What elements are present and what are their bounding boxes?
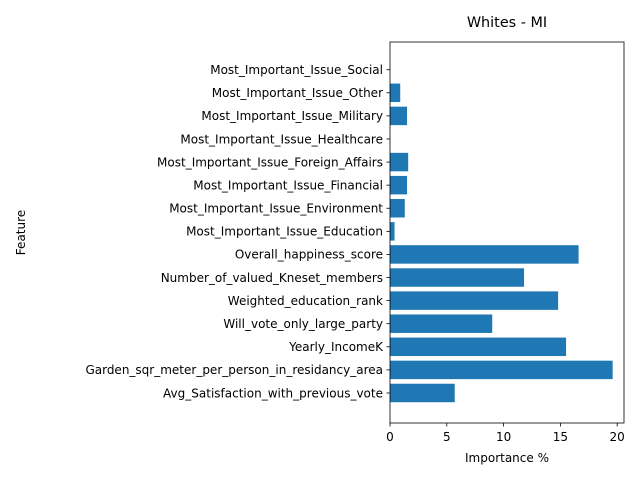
y-tick-label: Most_Important_Issue_Foreign_Affairs (157, 155, 383, 169)
bar-most-important-issue-environment (390, 199, 405, 218)
bar-will-vote-only-large-party (390, 314, 493, 333)
y-tick-label: Yearly_IncomeK (288, 340, 384, 354)
y-tick-label: Most_Important_Issue_Healthcare (180, 132, 383, 146)
x-tick-label: 5 (443, 430, 451, 444)
x-tick-label: 0 (386, 430, 394, 444)
bar-most-important-issue-other (390, 83, 401, 103)
y-tick-label: Most_Important_Issue_Environment (169, 202, 383, 216)
y-tick-label: Number_of_valued_Kneset_members (161, 271, 383, 285)
y-tick-label: Weighted_education_rank (228, 294, 383, 308)
y-tick-label: Avg_Satisfaction_with_previous_vote (163, 386, 383, 400)
y-tick-label: Overall_happiness_score (235, 248, 383, 262)
bar-avg-satisfaction-with-previous-vote (390, 383, 455, 403)
bar-overall-happiness-score (390, 245, 579, 264)
bar-garden-sqr-meter-per-person-in-residancy-area (390, 360, 613, 380)
bar-most-important-issue-education (390, 222, 395, 241)
bar-yearly-incomek (390, 337, 567, 357)
y-tick-label: Most_Important_Issue_Financial (193, 178, 383, 192)
bar-most-important-issue-financial (390, 175, 408, 195)
bar-most-important-issue-foreign-affairs (390, 152, 409, 172)
plot-frame (389, 41, 625, 424)
y-tick-label: Will_vote_only_large_party (223, 317, 383, 331)
y-tick-group: Avg_Satisfaction_with_previous_vote Garde… (85, 63, 390, 400)
chart-title: Whites - MI (467, 15, 547, 31)
y-tick-label: Most_Important_Issue_Military (201, 109, 383, 123)
x-axis-label: Importance % (465, 451, 549, 465)
bar-number-of-valued-kneset-members (390, 268, 525, 287)
x-tick-label: 20 (610, 430, 625, 444)
x-tick-label: 15 (553, 430, 568, 444)
y-tick-label: Garden_sqr_meter_per_person_in_residancy… (85, 363, 383, 377)
x-tick-label: 10 (496, 430, 511, 444)
y-tick-label: Most_Important_Issue_Other (212, 86, 383, 100)
y-tick-label: Most_Important_Issue_Social (210, 63, 383, 77)
bar-group (390, 83, 613, 403)
x-tick-group: 0 5 10 15 20 (386, 423, 625, 444)
bar-weighted-education-rank (390, 291, 559, 310)
y-tick-label: Most_Important_Issue_Education (186, 225, 383, 239)
y-axis-label: Feature (14, 210, 28, 255)
bar-most-important-issue-military (390, 106, 408, 126)
